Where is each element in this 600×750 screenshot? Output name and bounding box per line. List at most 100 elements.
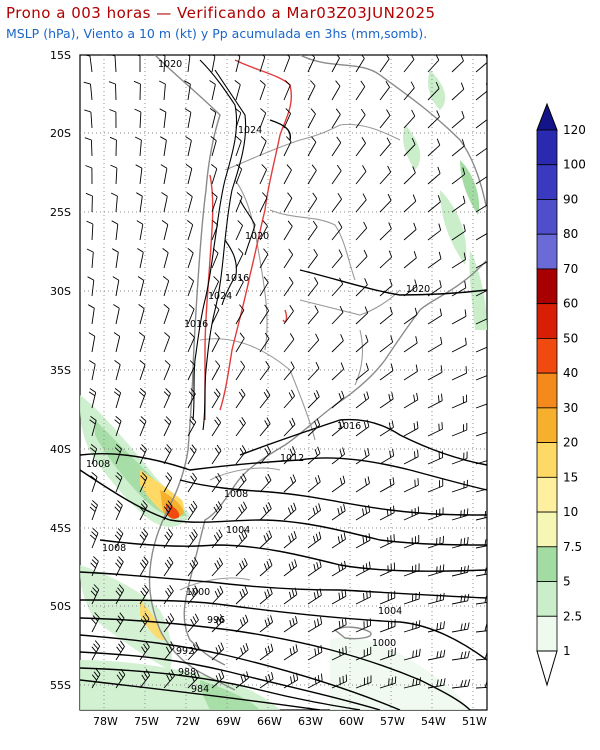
wind-barb: [139, 444, 147, 465]
wind-barb: [85, 165, 93, 185]
topography-contours: [192, 59, 256, 431]
wind-barb: [427, 336, 443, 353]
wind-barb: [235, 55, 241, 73]
wind-barb: [331, 192, 342, 213]
wind-barb: [211, 642, 225, 661]
wind-barb: [379, 335, 394, 353]
wind-barb: [163, 444, 172, 465]
wind-barb: [475, 375, 487, 381]
wind-barb: [89, 500, 98, 521]
wind-barb: [139, 500, 148, 521]
colorbar-label: 10: [563, 505, 578, 519]
wind-barb: [259, 108, 267, 129]
wind-barb: [307, 390, 320, 409]
wind-barb: [163, 584, 174, 605]
colorbar-label: 90: [563, 192, 578, 206]
wind-barb: [379, 55, 390, 73]
wind-barb: [186, 192, 193, 213]
wind-barb: [187, 500, 198, 521]
wind-barb: [427, 308, 442, 325]
wind-barb: [283, 672, 299, 689]
wind-barb: [355, 221, 368, 241]
wind-barb: [134, 136, 142, 157]
wind-barb: [211, 614, 224, 633]
wind-barb: [259, 389, 271, 409]
wind-barb: [379, 222, 392, 241]
wind-barb: [403, 194, 417, 213]
wind-barb: [235, 445, 247, 465]
wind-barb: [355, 165, 367, 185]
wind-barb: [451, 55, 464, 73]
wind-barb: [355, 193, 367, 213]
wind-barb: [235, 276, 244, 297]
wind-barb: [187, 332, 195, 353]
wind-barb: [115, 668, 126, 689]
colorbar-label: 70: [563, 262, 578, 276]
wind-barb: [331, 305, 344, 325]
colorbar-label: 50: [563, 331, 578, 345]
wind-barb: [187, 220, 194, 241]
wind-barb: [283, 164, 292, 185]
isobar-label: 1016: [337, 421, 361, 432]
wind-barb: [331, 674, 348, 689]
map-subtitle: MSLP (hPa), Viento a 10 m (kt) y Pp acum…: [6, 26, 428, 41]
wind-barb: [307, 333, 320, 353]
wind-barb: [163, 416, 172, 437]
wind-barb: [403, 137, 416, 157]
wind-barb: [211, 164, 218, 185]
wind-barb: [451, 479, 468, 493]
wind-barb: [283, 530, 297, 549]
wind-barb: [259, 643, 274, 661]
wind-barb: [403, 677, 421, 689]
wind-barb: [331, 249, 343, 269]
wind-barb: [259, 164, 268, 185]
wind-barb: [403, 591, 420, 605]
wind-barb: [235, 248, 244, 269]
wind-barb: [187, 388, 196, 409]
isobar-label: 1020: [245, 231, 269, 242]
wind-barb: [307, 192, 318, 213]
wind-barb: [307, 418, 321, 437]
wind-barb: [475, 567, 487, 577]
wind-barb: [331, 560, 347, 577]
wind-barb: [403, 421, 419, 437]
wind-barb: [475, 510, 487, 521]
wind-barb: [187, 472, 197, 493]
wind-barb: [163, 613, 175, 633]
wind-barb: [187, 444, 197, 465]
wind-barb: [138, 332, 146, 353]
wind-barb: [90, 556, 99, 577]
wind-barb: [185, 136, 192, 157]
wind-barb: [283, 248, 294, 269]
wind-barb: [283, 276, 294, 297]
wind-barb: [283, 587, 298, 605]
isobar-label: 1008: [224, 489, 248, 500]
wind-barb: [283, 220, 293, 241]
wind-barb: [109, 109, 117, 129]
wind-barb: [475, 595, 487, 605]
wind-barb: [427, 251, 442, 269]
isobar-labels: 1020 1024 1020 1016 1024 1016 1020 1016 …: [86, 59, 430, 695]
wind-barb: [163, 528, 173, 549]
isobar-label: 984: [191, 684, 209, 695]
wind-barb: [187, 528, 198, 549]
wind-barb: [89, 416, 97, 437]
wind-barb: [139, 360, 146, 381]
wind-barb: [163, 472, 173, 493]
wind-barb: [235, 529, 248, 549]
colorbar-swatch: [536, 199, 558, 235]
wind-barb: [307, 361, 320, 381]
wind-barb: [379, 193, 392, 213]
wind-barb: [235, 388, 246, 409]
wind-barb: [111, 220, 119, 241]
wind-barb: [427, 138, 441, 157]
wind-barb: [187, 613, 199, 633]
wind-barb: [307, 220, 318, 241]
map-title: Prono a 003 horas — Verificando a Mar03Z…: [6, 4, 436, 22]
wind-barb: [234, 80, 241, 101]
wind-barb: [403, 449, 419, 465]
wind-barb: [110, 192, 118, 213]
wind-barb: [86, 220, 94, 241]
wind-barb: [427, 478, 444, 493]
